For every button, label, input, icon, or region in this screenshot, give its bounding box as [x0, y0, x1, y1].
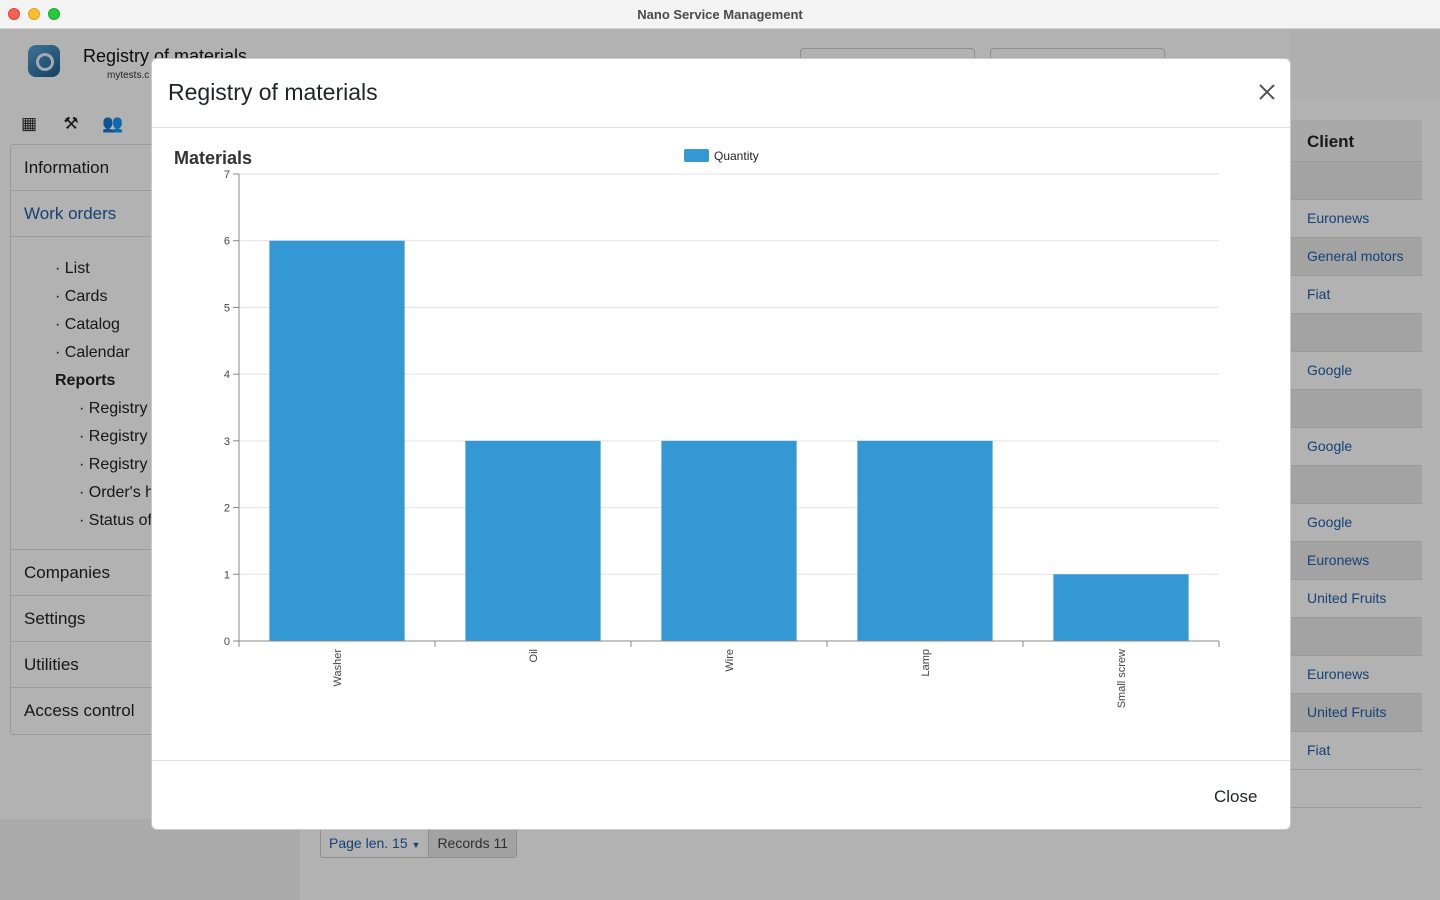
header-strip	[1290, 29, 1440, 99]
submenu-link-calendar[interactable]: · Calendar	[55, 344, 130, 361]
x-tick-label: Oil	[528, 649, 540, 662]
footer-strip	[0, 819, 300, 900]
table-cell-client[interactable]: Google	[1290, 504, 1422, 542]
submenu-link-cards[interactable]: · Cards	[55, 288, 108, 305]
table-cell-client[interactable]	[1290, 162, 1422, 200]
records-count: Records 11	[428, 829, 516, 857]
submenu-link-list[interactable]: · List	[55, 260, 90, 277]
caret-down-icon: ▼	[411, 840, 421, 850]
table-cell-client[interactable]: Google	[1290, 428, 1422, 466]
table-cell-client[interactable]	[1290, 770, 1422, 808]
client-column-header: Client	[1290, 120, 1422, 162]
bar-washer[interactable]	[269, 240, 405, 641]
report-link-orders-history[interactable]: · Order's h	[79, 484, 155, 501]
work-orders-submenu: · List · Cards · Catalog · Calendar Repo…	[11, 237, 299, 550]
app-subtitle: mytests.c	[107, 70, 150, 81]
legend-swatch	[684, 149, 709, 162]
chart-axes: 0 1 2 3 4 5 6 7 Washer Oil Wire Lamp Small screw	[224, 169, 1220, 708]
page-length-dropdown[interactable]: Page len. 15 ▼	[321, 829, 429, 857]
y-tick-label: 1	[224, 569, 230, 581]
x-tick-label: Lamp	[920, 649, 932, 677]
window-titlebar: Nano Service Management	[0, 0, 1440, 29]
legend-label[interactable]: Quantity	[714, 149, 759, 163]
chart-legend: Quantity	[684, 149, 759, 163]
y-tick-label: 3	[224, 436, 230, 448]
window-maximize-button[interactable]	[48, 8, 60, 20]
report-link-status[interactable]: · Status of	[79, 512, 152, 529]
pager: Page len. 15 ▼ Records 11	[320, 828, 517, 858]
modal-footer: Close	[152, 760, 1290, 829]
y-tick-label: 6	[224, 236, 230, 248]
x-tick-label: Small screw	[1116, 649, 1128, 708]
table-cell-client[interactable]: Euronews	[1290, 542, 1422, 580]
chart-title: Materials	[174, 148, 252, 168]
table-cell-client[interactable]: General motors	[1290, 238, 1422, 276]
table-cell-client[interactable]	[1290, 466, 1422, 504]
table-cell-client[interactable]: Euronews	[1290, 200, 1422, 238]
x-tick-label: Wire	[724, 649, 736, 672]
table-cell-client[interactable]	[1290, 390, 1422, 428]
table-cell-client[interactable]: Fiat	[1290, 732, 1422, 770]
table-cell-client[interactable]: United Fruits	[1290, 580, 1422, 618]
materials-bar-chart: Materials Quantity 0 1 2 3 4 5 6 7 Washer Oil Wire…	[174, 148, 1220, 708]
x-tick-label: Washer	[332, 649, 344, 687]
y-tick-label: 5	[224, 302, 230, 314]
bar-oil[interactable]	[465, 440, 601, 641]
table-cell-client[interactable]	[1290, 314, 1422, 352]
submenu-reports-heading: Reports	[55, 372, 116, 389]
table-cell-client[interactable]: Euronews	[1290, 656, 1422, 694]
client-column: Client Euronews General motors Fiat Goog…	[1290, 120, 1422, 808]
bar-lamp[interactable]	[857, 440, 993, 641]
report-link-registry-2[interactable]: · Registry	[79, 428, 148, 445]
bar-wire[interactable]	[661, 440, 797, 641]
modal-body: Materials Quantity 0 1 2 3 4 5 6 7 Washer Oil Wire…	[152, 129, 1290, 760]
y-tick-label: 7	[224, 169, 230, 181]
materials-modal: Registry of materials Materials Quantity…	[151, 58, 1291, 830]
toolbar: ▦ ⚒ 👥 ▯	[18, 113, 166, 135]
table-cell-client[interactable]: Fiat	[1290, 276, 1422, 314]
users-icon[interactable]: 👥	[102, 114, 124, 133]
calendar-icon[interactable]: ▦	[20, 114, 38, 133]
y-tick-label: 0	[224, 636, 230, 648]
report-link-registry-1[interactable]: · Registry	[79, 400, 148, 417]
y-tick-label: 2	[224, 503, 230, 515]
window-minimize-button[interactable]	[28, 8, 40, 20]
sidebar-item-access-control[interactable]: Access control	[24, 701, 135, 720]
chart-bars	[269, 240, 1189, 641]
report-link-registry-3[interactable]: · Registry	[79, 456, 148, 473]
close-button[interactable]: Close	[1208, 785, 1263, 809]
table-cell-client[interactable]	[1290, 618, 1422, 656]
table-cell-client[interactable]: United Fruits	[1290, 694, 1422, 732]
app-logo-icon	[28, 45, 60, 77]
modal-header: Registry of materials	[152, 59, 1290, 128]
modal-title: Registry of materials	[168, 79, 378, 105]
page-length-label: Page len. 15	[329, 835, 408, 851]
bar-small-screw[interactable]	[1053, 574, 1189, 641]
window-title: Nano Service Management	[637, 7, 803, 22]
submenu-link-catalog[interactable]: · Catalog	[55, 316, 120, 333]
window-close-button[interactable]	[8, 8, 20, 20]
hammer-icon[interactable]: ⚒	[63, 114, 79, 133]
close-icon[interactable]	[1252, 77, 1282, 107]
table-cell-client[interactable]: Google	[1290, 352, 1422, 390]
y-tick-label: 4	[224, 369, 230, 381]
